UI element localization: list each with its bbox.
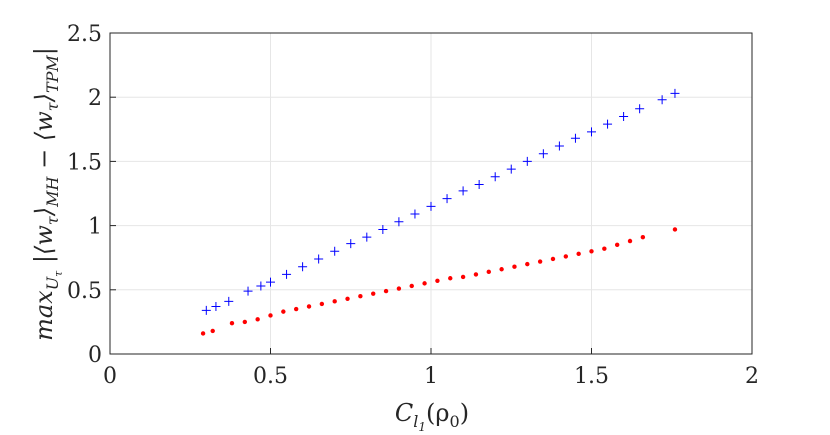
y-tick-label: 2	[88, 86, 102, 111]
data-point-plus	[330, 246, 340, 256]
data-point-dot	[460, 274, 466, 280]
data-point-dot	[319, 301, 325, 307]
data-point-dot	[525, 261, 530, 267]
data-point-dot	[268, 313, 273, 318]
data-point-plus	[211, 301, 221, 311]
data-point-dot	[371, 291, 376, 296]
x-axis-label: Cl1(ρ0)	[395, 399, 469, 434]
data-point-dot	[358, 294, 363, 299]
data-point-plus	[670, 88, 680, 98]
data-point-plus	[635, 104, 645, 114]
data-point-plus	[243, 286, 253, 296]
x-tick-label: 1	[424, 364, 438, 389]
data-point-dot	[537, 259, 543, 264]
data-point-dot	[200, 331, 206, 336]
y-tick-label: 1	[88, 215, 102, 240]
data-point-plus	[394, 217, 404, 227]
data-point-dot	[448, 276, 453, 281]
data-point-dot	[422, 281, 427, 286]
data-point-dot	[396, 286, 402, 291]
data-point-plus	[657, 95, 667, 105]
data-point-dot	[602, 246, 607, 251]
data-point-plus	[554, 141, 564, 151]
data-point-plus	[426, 201, 436, 211]
y-tick-label: 0	[88, 343, 102, 368]
data-point-dot	[589, 249, 594, 254]
data-point-plus	[282, 269, 292, 279]
data-point-dot	[499, 267, 504, 272]
data-point-dot	[614, 242, 620, 248]
data-point-dot	[306, 304, 312, 309]
x-tick-label: 1.5	[574, 364, 609, 389]
data-point-plus	[201, 305, 211, 315]
x-tick-label: 0.5	[253, 364, 288, 389]
data-point-dot	[332, 299, 337, 304]
data-point-plus	[474, 180, 484, 190]
data-point-dot	[383, 288, 389, 294]
y-tick-label: 0.5	[67, 279, 102, 304]
data-point-plus	[538, 149, 548, 159]
data-point-dot	[627, 238, 633, 244]
y-axis-label: maxUτ |⟨wτ⟩MH − ⟨wτ⟩TPM|	[30, 47, 65, 341]
data-point-plus	[522, 156, 532, 166]
data-point-dot	[550, 256, 556, 262]
data-point-dot	[473, 272, 479, 277]
data-point-plus	[619, 111, 629, 121]
data-point-plus	[603, 119, 613, 129]
data-point-plus	[298, 262, 308, 272]
data-point-plus	[378, 224, 388, 234]
data-point-dot	[293, 306, 299, 312]
data-point-dot	[512, 264, 517, 269]
data-point-dot	[640, 234, 646, 240]
data-point-plus	[458, 186, 468, 196]
data-point-plus	[587, 127, 596, 137]
data-point-dot	[672, 227, 678, 232]
data-point-dot	[281, 309, 286, 314]
data-point-dot	[255, 317, 260, 322]
axis-ticks: 0 0.5 1 1.5 2 0 0.5 1 1.5 2 2.5	[67, 22, 759, 389]
data-point-plus	[346, 239, 356, 249]
data-point-plus	[266, 277, 275, 287]
data-point-dot	[409, 283, 414, 289]
svg-text:maxUτ |⟨wτ⟩MH − ⟨wτ⟩TPM|: maxUτ |⟨wτ⟩MH − ⟨wτ⟩TPM|	[30, 47, 65, 341]
series-layer	[200, 88, 680, 336]
data-point-dot	[435, 278, 440, 284]
data-point-dot	[210, 328, 215, 334]
data-point-dot	[229, 320, 235, 326]
data-point-plus	[490, 172, 500, 182]
data-point-plus	[256, 281, 266, 291]
data-point-dot	[576, 251, 581, 257]
series-red-dots	[200, 227, 678, 336]
data-point-dot	[563, 254, 569, 259]
data-point-dot	[486, 269, 491, 275]
data-point-plus	[506, 164, 516, 174]
data-point-plus	[410, 209, 420, 219]
svg-text:Cl1(ρ0): Cl1(ρ0)	[395, 399, 469, 434]
data-point-dot	[345, 296, 350, 301]
data-point-plus	[314, 254, 324, 264]
y-tick-label: 2.5	[67, 22, 102, 47]
data-point-plus	[362, 232, 372, 242]
data-point-plus	[224, 296, 234, 306]
data-point-plus	[570, 133, 580, 143]
x-tick-label: 2	[745, 364, 759, 389]
x-tick-label: 0	[103, 364, 117, 389]
series-blue-plus	[201, 88, 680, 315]
y-tick-label: 1.5	[67, 150, 102, 175]
data-point-dot	[242, 319, 248, 325]
data-point-plus	[442, 194, 452, 204]
